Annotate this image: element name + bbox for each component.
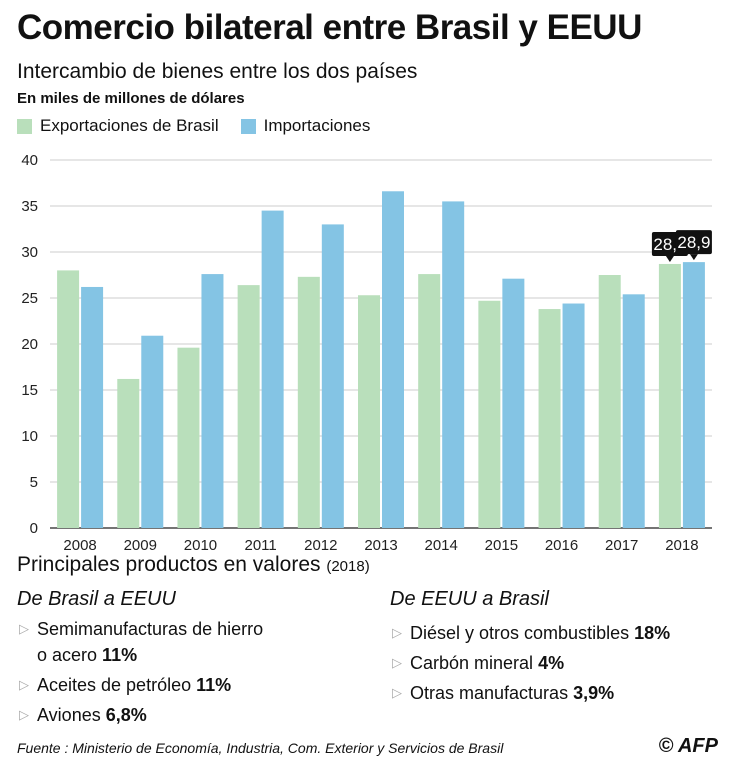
bar-imports	[201, 274, 224, 528]
bar-imports	[682, 262, 705, 528]
item-percent: 11%	[102, 645, 138, 665]
item-text: Carbón mineral	[410, 653, 539, 673]
triangle-right-icon: ▷	[392, 655, 402, 670]
products-year: (2018)	[326, 558, 370, 575]
y-tick-label: 20	[21, 336, 38, 353]
source-note: Fuente : Ministerio de Economía, Industr…	[17, 740, 504, 756]
y-tick-label: 15	[21, 382, 38, 399]
list-item: ▷ Carbón mineral 4%	[390, 650, 730, 676]
x-tick-label: 2016	[545, 537, 578, 550]
item-percent: 18%	[634, 623, 671, 643]
chart-subtitle: Intercambio de bienes entre los dos país…	[17, 60, 418, 83]
right-column-heading: De EEUU a Brasil	[390, 588, 549, 610]
bar-exports	[117, 378, 140, 528]
x-tick-label: 2009	[124, 537, 157, 550]
list-usa-to-brasil: ▷ Diésel y otros combustibles 18% ▷ Carb…	[390, 620, 730, 710]
list-item: ▷ Diésel y otros combustibles 18%	[390, 620, 730, 646]
data-callout-box	[675, 230, 712, 255]
bar-exports	[237, 285, 260, 528]
bar-imports	[261, 210, 284, 528]
bar-exports	[177, 347, 200, 528]
left-column-heading: De Brasil a EEUU	[17, 588, 176, 610]
item-percent: 11%	[196, 675, 232, 695]
bar-imports	[81, 286, 104, 528]
item-text: o acero	[37, 645, 103, 665]
x-tick-label: 2008	[63, 537, 96, 550]
x-tick-label: 2010	[184, 537, 217, 550]
legend-label-imports: Importaciones	[263, 116, 371, 135]
x-tick-label: 2017	[605, 537, 638, 550]
legend-swatch-exports	[17, 118, 32, 134]
list-item: ▷ Aceites de petróleo 11%	[17, 672, 357, 698]
y-tick-label: 35	[21, 198, 38, 215]
item-percent: 3,9%	[573, 683, 615, 703]
bar-imports	[562, 303, 585, 528]
x-tick-label: 2013	[364, 537, 397, 550]
x-tick-label: 2018	[665, 537, 698, 550]
products-title-text: Principales productos en valores	[17, 553, 321, 576]
item-percent: 6,8%	[105, 705, 147, 725]
legend: Exportaciones de Brasil Importaciones	[17, 116, 392, 136]
legend-swatch-imports	[240, 118, 256, 134]
bar-exports	[598, 275, 621, 528]
bar-exports	[57, 270, 80, 528]
y-tick-label: 10	[21, 428, 38, 445]
triangle-right-icon: ▷	[19, 677, 29, 692]
bar-imports	[622, 294, 645, 528]
data-callout-pointer	[665, 255, 674, 262]
bar-imports	[382, 191, 404, 528]
unit-label: En miles de millones de dólares	[17, 90, 245, 107]
legend-item-exports: Exportaciones de Brasil	[17, 116, 219, 136]
bar-exports	[297, 276, 320, 528]
bar-exports	[358, 295, 380, 528]
item-text: Aceites de petróleo	[37, 675, 197, 695]
y-tick-label: 25	[21, 290, 38, 307]
bar-exports	[478, 300, 501, 528]
y-tick-label: 40	[21, 152, 38, 169]
bar-exports	[538, 309, 561, 528]
bar-imports	[321, 224, 344, 528]
data-label: 28,9	[677, 233, 710, 252]
chart-title: Comercio bilateral entre Brasil y EEUU	[17, 8, 642, 47]
list-item: ▷ Aviones 6,8%	[17, 702, 357, 728]
list-brasil-to-usa: ▷ Semimanufacturas de hierro o acero 11%…	[17, 616, 357, 732]
list-item: ▷ Semimanufacturas de hierro o acero 11%	[17, 616, 357, 668]
triangle-right-icon: ▷	[392, 625, 402, 640]
bar-imports	[442, 201, 465, 528]
item-text-line1: Semimanufacturas de hierro	[37, 619, 264, 639]
y-tick-label: 0	[30, 520, 38, 537]
bar-exports	[658, 263, 681, 528]
triangle-right-icon: ▷	[392, 685, 402, 700]
afp-logo: © AFP	[658, 735, 718, 757]
triangle-right-icon: ▷	[19, 707, 29, 722]
y-tick-label: 30	[21, 244, 38, 261]
bar-imports	[502, 278, 525, 528]
bar-chart: 0 5 10 15 20 25 30 35 40 2008 2009 2010 2011 2012 2013…	[21, 152, 712, 550]
item-text: Aviones	[37, 705, 106, 725]
triangle-right-icon: ▷	[19, 621, 29, 636]
item-text: Diésel y otros combustibles	[410, 623, 635, 643]
x-tick-label: 2012	[304, 537, 337, 550]
item-percent: 4%	[538, 653, 565, 673]
bar-imports	[141, 335, 164, 528]
item-text: Otras manufacturas	[410, 683, 574, 703]
legend-label-exports: Exportaciones de Brasil	[40, 116, 219, 135]
bar-exports	[418, 274, 441, 528]
x-tick-label: 2014	[424, 537, 457, 550]
x-tick-label: 2015	[485, 537, 518, 550]
data-callout-pointer	[689, 254, 698, 261]
products-title: Principales productos en valores (2018)	[17, 553, 370, 577]
x-tick-label: 2011	[245, 537, 277, 550]
legend-item-imports: Importaciones	[240, 116, 371, 136]
y-tick-label: 5	[30, 474, 38, 491]
list-item: ▷ Otras manufacturas 3,9%	[390, 680, 730, 706]
